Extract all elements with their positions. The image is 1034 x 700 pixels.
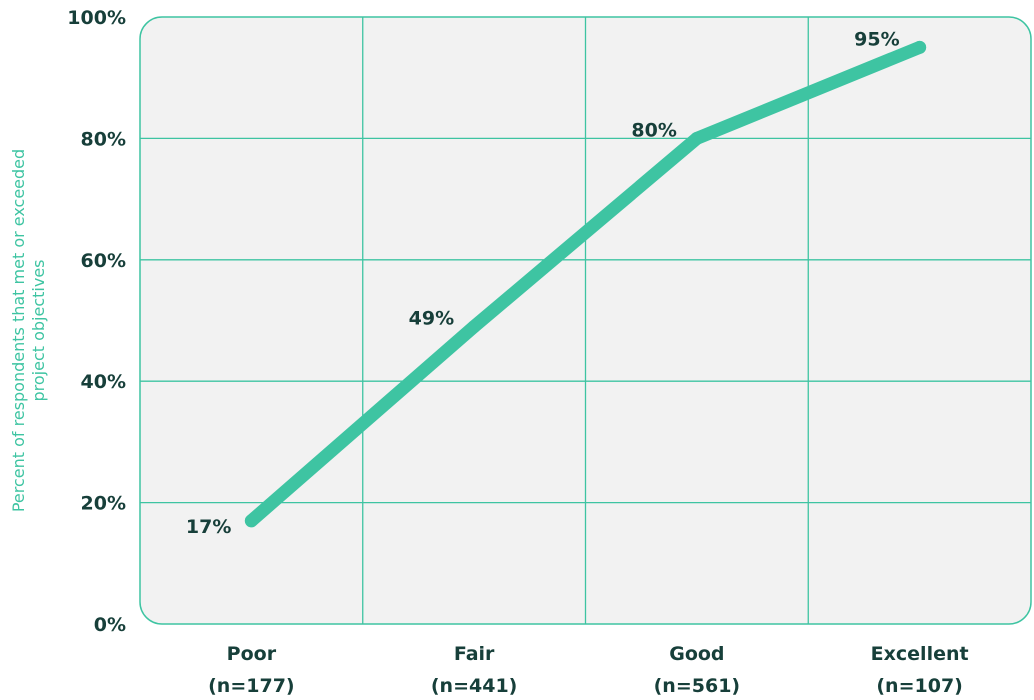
data-label: 17% — [186, 516, 231, 538]
series-layer — [244, 40, 927, 528]
data-point — [913, 40, 927, 54]
y-tick-label: 100% — [67, 7, 126, 29]
y-tick-label: 80% — [81, 128, 126, 150]
data-point — [690, 131, 704, 145]
y-axis-title: Percent of respondents that met or excee… — [9, 149, 48, 512]
y-tick-label: 20% — [81, 493, 126, 515]
y-axis-title-line: Percent of respondents that met or excee… — [9, 149, 28, 512]
gridlines — [140, 17, 1031, 624]
y-tick-label: 0% — [94, 614, 126, 636]
data-label: 80% — [631, 119, 676, 141]
y-tick-label: 60% — [81, 250, 126, 272]
data-label: 49% — [409, 308, 454, 330]
x-category-count: (n=177) — [208, 675, 294, 697]
y-axis-ticks: 0% 20% 40% 60% 80% 100% — [67, 7, 126, 636]
x-category-count: (n=107) — [876, 675, 962, 697]
x-axis-categories: Poor (n=177) Fair (n=441) Good (n=561) Excelle… — [208, 643, 968, 697]
data-point — [467, 320, 481, 334]
x-category-count: (n=561) — [654, 675, 740, 697]
x-category-label: Excellent — [871, 643, 969, 665]
data-label: 95% — [854, 28, 899, 50]
x-category-label: Poor — [227, 643, 277, 665]
data-labels: 17% 49% 80% 95% — [186, 28, 900, 537]
data-point — [244, 514, 258, 528]
x-category-label: Good — [669, 643, 724, 665]
series-line — [244, 40, 927, 528]
x-category-count: (n=441) — [431, 675, 517, 697]
y-axis-title-line: project objectives — [29, 259, 48, 401]
y-tick-label: 40% — [81, 371, 126, 393]
x-category-label: Fair — [454, 643, 495, 665]
